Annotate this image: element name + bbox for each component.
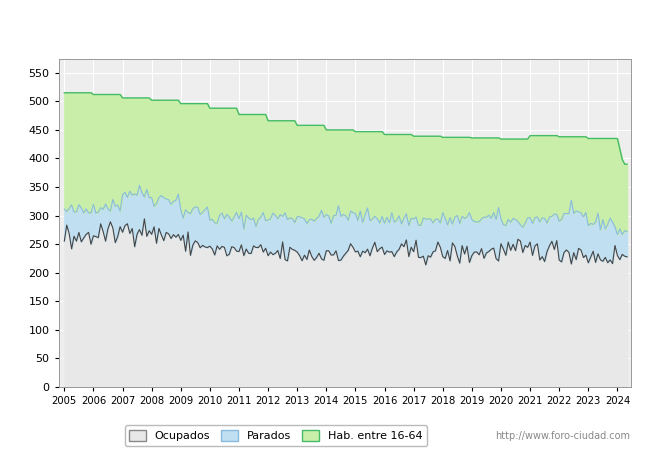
Text: La Morera - Evolucion de la poblacion en edad de Trabajar Mayo de 2024: La Morera - Evolucion de la poblacion en…	[96, 13, 554, 26]
Text: http://www.foro-ciudad.com: http://www.foro-ciudad.com	[495, 431, 630, 441]
Legend: Ocupados, Parados, Hab. entre 16-64: Ocupados, Parados, Hab. entre 16-64	[125, 425, 427, 446]
